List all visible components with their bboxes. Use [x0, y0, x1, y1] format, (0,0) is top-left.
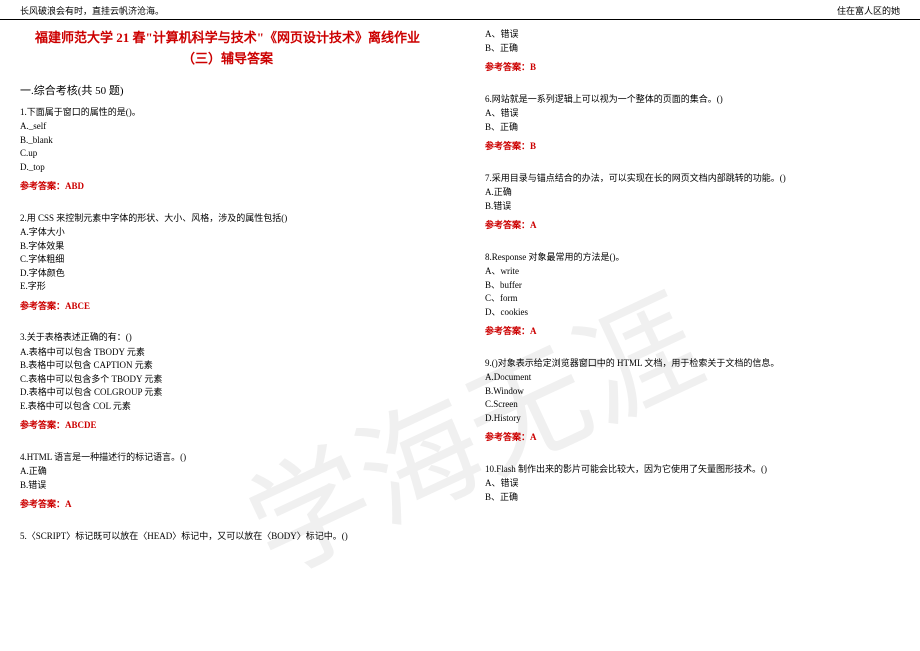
option: A.字体大小 — [20, 226, 435, 240]
option: B.字体效果 — [20, 240, 435, 254]
option: B、正确 — [485, 42, 900, 56]
question-block: 10.Flash 制作出来的影片可能会比较大，因为它使用了矢量图形技术。() A… — [485, 463, 900, 505]
option: B、正确 — [485, 491, 900, 505]
answer-text: 参考答案：ABCDE — [20, 419, 435, 433]
option: A._self — [20, 120, 435, 134]
option: C.字体粗细 — [20, 253, 435, 267]
answer-text: 参考答案：A — [485, 219, 900, 233]
answer-text: 参考答案：A — [485, 325, 900, 339]
answer-text: 参考答案：B — [485, 61, 900, 75]
answer-text: 参考答案：A — [485, 431, 900, 445]
right-column: A、错误 B、正确 参考答案：B 6.网站就是一系列逻辑上可以视为一个整体的页面… — [460, 28, 900, 561]
question-text: 6.网站就是一系列逻辑上可以视为一个整体的页面的集合。() — [485, 93, 900, 107]
option: A.正确 — [485, 186, 900, 200]
question-text: 1.下面属于窗口的属性的是()。 — [20, 106, 435, 120]
answer-text: 参考答案：ABCE — [20, 300, 435, 314]
option: B.Window — [485, 385, 900, 399]
header-left-text: 长风破浪会有时，直挂云帆济沧海。 — [20, 4, 164, 17]
option: A.表格中可以包含 TBODY 元素 — [20, 346, 435, 360]
option: B.表格中可以包含 CAPTION 元素 — [20, 359, 435, 373]
option: D.字体颜色 — [20, 267, 435, 281]
header-right-text: 住在富人区的她 — [837, 4, 900, 17]
option: B._blank — [20, 134, 435, 148]
question-block: 6.网站就是一系列逻辑上可以视为一个整体的页面的集合。() A、错误 B、正确 … — [485, 93, 900, 154]
question-text: 7.采用目录与锚点结合的办法，可以实现在长的网页文档内部跳转的功能。() — [485, 172, 900, 186]
option: A、错误 — [485, 107, 900, 121]
option: B.错误 — [485, 200, 900, 214]
option: D.表格中可以包含 COLGROUP 元素 — [20, 386, 435, 400]
title-line-2: （三）辅导答案 — [182, 51, 273, 66]
option: B、buffer — [485, 279, 900, 293]
option: D、cookies — [485, 306, 900, 320]
option: A、错误 — [485, 28, 900, 42]
question-block: 8.Response 对象最常用的方法是()。 A、write B、buffer… — [485, 251, 900, 339]
option: C.up — [20, 147, 435, 161]
option: D.History — [485, 412, 900, 426]
option: B.错误 — [20, 479, 435, 493]
header-row: 长风破浪会有时，直挂云帆济沧海。 住在富人区的她 — [0, 0, 920, 20]
question-block: A、错误 B、正确 参考答案：B — [485, 28, 900, 75]
answer-text: 参考答案：B — [485, 140, 900, 154]
option: A、write — [485, 265, 900, 279]
question-block: 2.用 CSS 来控制元素中字体的形状、大小、风格，涉及的属性包括() A.字体… — [20, 212, 435, 314]
question-text: 10.Flash 制作出来的影片可能会比较大，因为它使用了矢量图形技术。() — [485, 463, 900, 477]
document-title: 福建师范大学 21 春"计算机科学与技术"《网页设计技术》离线作业 （三）辅导答… — [20, 28, 435, 70]
option: C.Screen — [485, 398, 900, 412]
option: C、form — [485, 292, 900, 306]
option: B、正确 — [485, 121, 900, 135]
question-text: 2.用 CSS 来控制元素中字体的形状、大小、风格，涉及的属性包括() — [20, 212, 435, 226]
question-text: 5.〈SCRIPT〉标记既可以放在〈HEAD〉标记中，又可以放在〈BODY〉标记… — [20, 530, 435, 544]
section-header: 一.综合考核(共 50 题) — [20, 82, 435, 98]
question-block: 1.下面属于窗口的属性的是()。 A._self B._blank C.up D… — [20, 106, 435, 194]
answer-text: 参考答案：A — [20, 498, 435, 512]
question-block: 5.〈SCRIPT〉标记既可以放在〈HEAD〉标记中，又可以放在〈BODY〉标记… — [20, 530, 435, 544]
answer-text: 参考答案：ABD — [20, 180, 435, 194]
option: E.表格中可以包含 COL 元素 — [20, 400, 435, 414]
question-block: 4.HTML 语言是一种描述行的标记语言。() A.正确 B.错误 参考答案：A — [20, 451, 435, 512]
question-text: 8.Response 对象最常用的方法是()。 — [485, 251, 900, 265]
question-block: 7.采用目录与锚点结合的办法，可以实现在长的网页文档内部跳转的功能。() A.正… — [485, 172, 900, 233]
title-line-1: 福建师范大学 21 春"计算机科学与技术"《网页设计技术》离线作业 — [35, 30, 420, 45]
option: A、错误 — [485, 477, 900, 491]
option: D._top — [20, 161, 435, 175]
option: A.Document — [485, 371, 900, 385]
content-area: 福建师范大学 21 春"计算机科学与技术"《网页设计技术》离线作业 （三）辅导答… — [0, 20, 920, 569]
left-column: 福建师范大学 21 春"计算机科学与技术"《网页设计技术》离线作业 （三）辅导答… — [20, 28, 460, 561]
question-text: 3.关于表格表述正确的有：() — [20, 331, 435, 345]
question-text: 4.HTML 语言是一种描述行的标记语言。() — [20, 451, 435, 465]
question-block: 9.()对象表示给定浏览器窗口中的 HTML 文档，用于检索关于文档的信息。 A… — [485, 357, 900, 445]
option: A.正确 — [20, 465, 435, 479]
option: C.表格中可以包含多个 TBODY 元素 — [20, 373, 435, 387]
option: E.字形 — [20, 280, 435, 294]
question-block: 3.关于表格表述正确的有：() A.表格中可以包含 TBODY 元素 B.表格中… — [20, 331, 435, 433]
question-text: 9.()对象表示给定浏览器窗口中的 HTML 文档，用于检索关于文档的信息。 — [485, 357, 900, 371]
